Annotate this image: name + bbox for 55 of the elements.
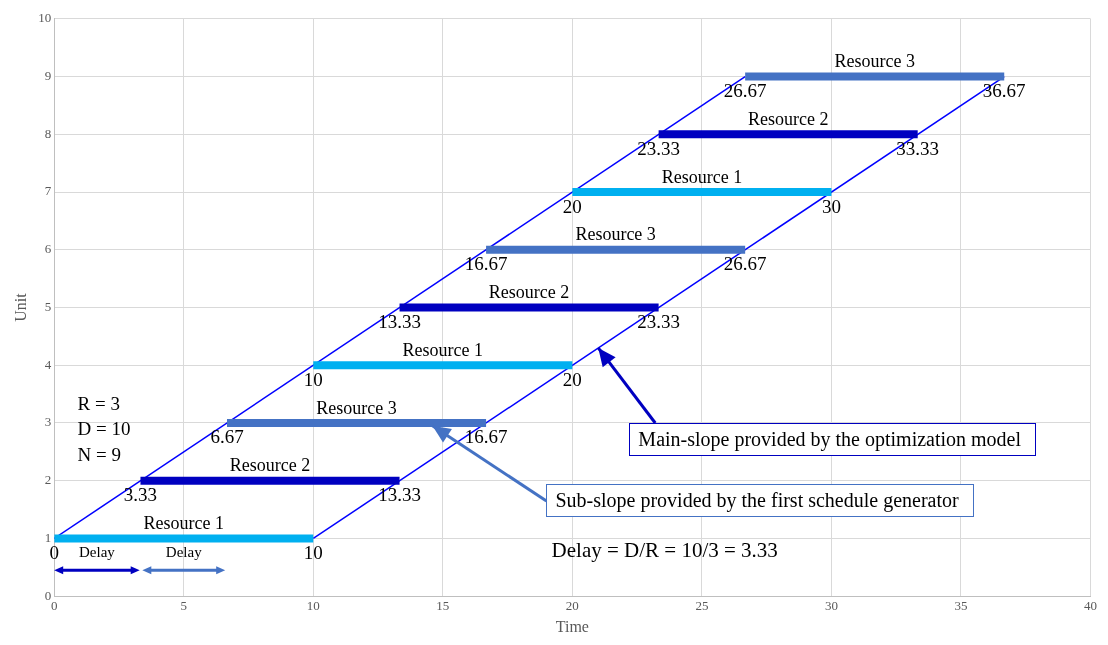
x-tick-label: 15 [436, 598, 450, 614]
x-tick-label: 20 [565, 598, 579, 614]
annotation: 13.33 [378, 310, 421, 332]
annotation: 23.33 [637, 310, 680, 332]
annotation: 3.33 [123, 484, 158, 506]
x-tick-label: 35 [954, 598, 968, 614]
annotation: 30 [821, 195, 841, 217]
y-tick-label: 1 [44, 529, 52, 545]
y-tick-label: 6 [44, 241, 52, 257]
y-tick-label: 2 [44, 472, 52, 488]
x-axis-title: Time [555, 617, 589, 635]
series-label: Resource 3 [316, 397, 397, 418]
series-label: Resource 1 [661, 166, 743, 187]
series-label: Resource 1 [402, 339, 484, 360]
annotation: 20 [562, 195, 582, 217]
y-tick-label: 0 [44, 587, 52, 603]
x-tick-label: 30 [824, 598, 838, 614]
annotation: 10 [303, 368, 323, 390]
annotation: 10 [303, 541, 323, 563]
annotation: 36.67 [982, 80, 1026, 102]
y-axis-title: Unit [11, 292, 29, 322]
y-tick-label: 7 [44, 183, 52, 199]
annotation: N = 9 [77, 442, 121, 467]
annotation: 26.67 [723, 253, 767, 275]
y-tick-label: 4 [44, 356, 52, 372]
y-tick-label: 10 [38, 10, 52, 26]
series-label: Resource 3 [575, 224, 656, 245]
annotation: Delay [164, 544, 203, 562]
y-tick-label: 9 [44, 67, 52, 83]
annotation: 13.33 [378, 484, 421, 506]
series-label: Resource 2 [488, 282, 570, 303]
annotation: 16.67 [464, 253, 508, 275]
annotation: Main-slope provided by the optimization model [629, 422, 1037, 456]
annotation: D = 10 [77, 416, 131, 441]
series-label: Resource 1 [143, 513, 224, 534]
x-tick-label: 25 [695, 598, 709, 614]
annotation: 23.33 [637, 137, 680, 159]
y-tick-label: 8 [44, 125, 52, 141]
y-tick-label: 5 [44, 298, 52, 314]
annotation: 33.33 [896, 137, 940, 159]
x-tick-label: 10 [306, 598, 320, 614]
x-tick-label: 5 [180, 598, 187, 614]
annotation: 26.67 [723, 80, 767, 102]
series-label: Resource 2 [229, 455, 311, 476]
annotation: Delay = D/R = 10/3 = 3.33 [551, 538, 778, 562]
y-tick-label: 3 [44, 414, 52, 430]
annotation: Delay [79, 544, 115, 561]
annotation: 6.67 [210, 426, 244, 448]
series-label: Resource 2 [747, 109, 829, 130]
annotation: 20 [562, 368, 582, 390]
annotation: R = 3 [77, 391, 120, 416]
x-tick-label: 40 [1084, 598, 1097, 614]
annotation: Sub-slope provided by the first schedule generator [546, 484, 974, 518]
annotation: 16.67 [464, 426, 508, 448]
series-label: Resource 3 [834, 51, 915, 72]
